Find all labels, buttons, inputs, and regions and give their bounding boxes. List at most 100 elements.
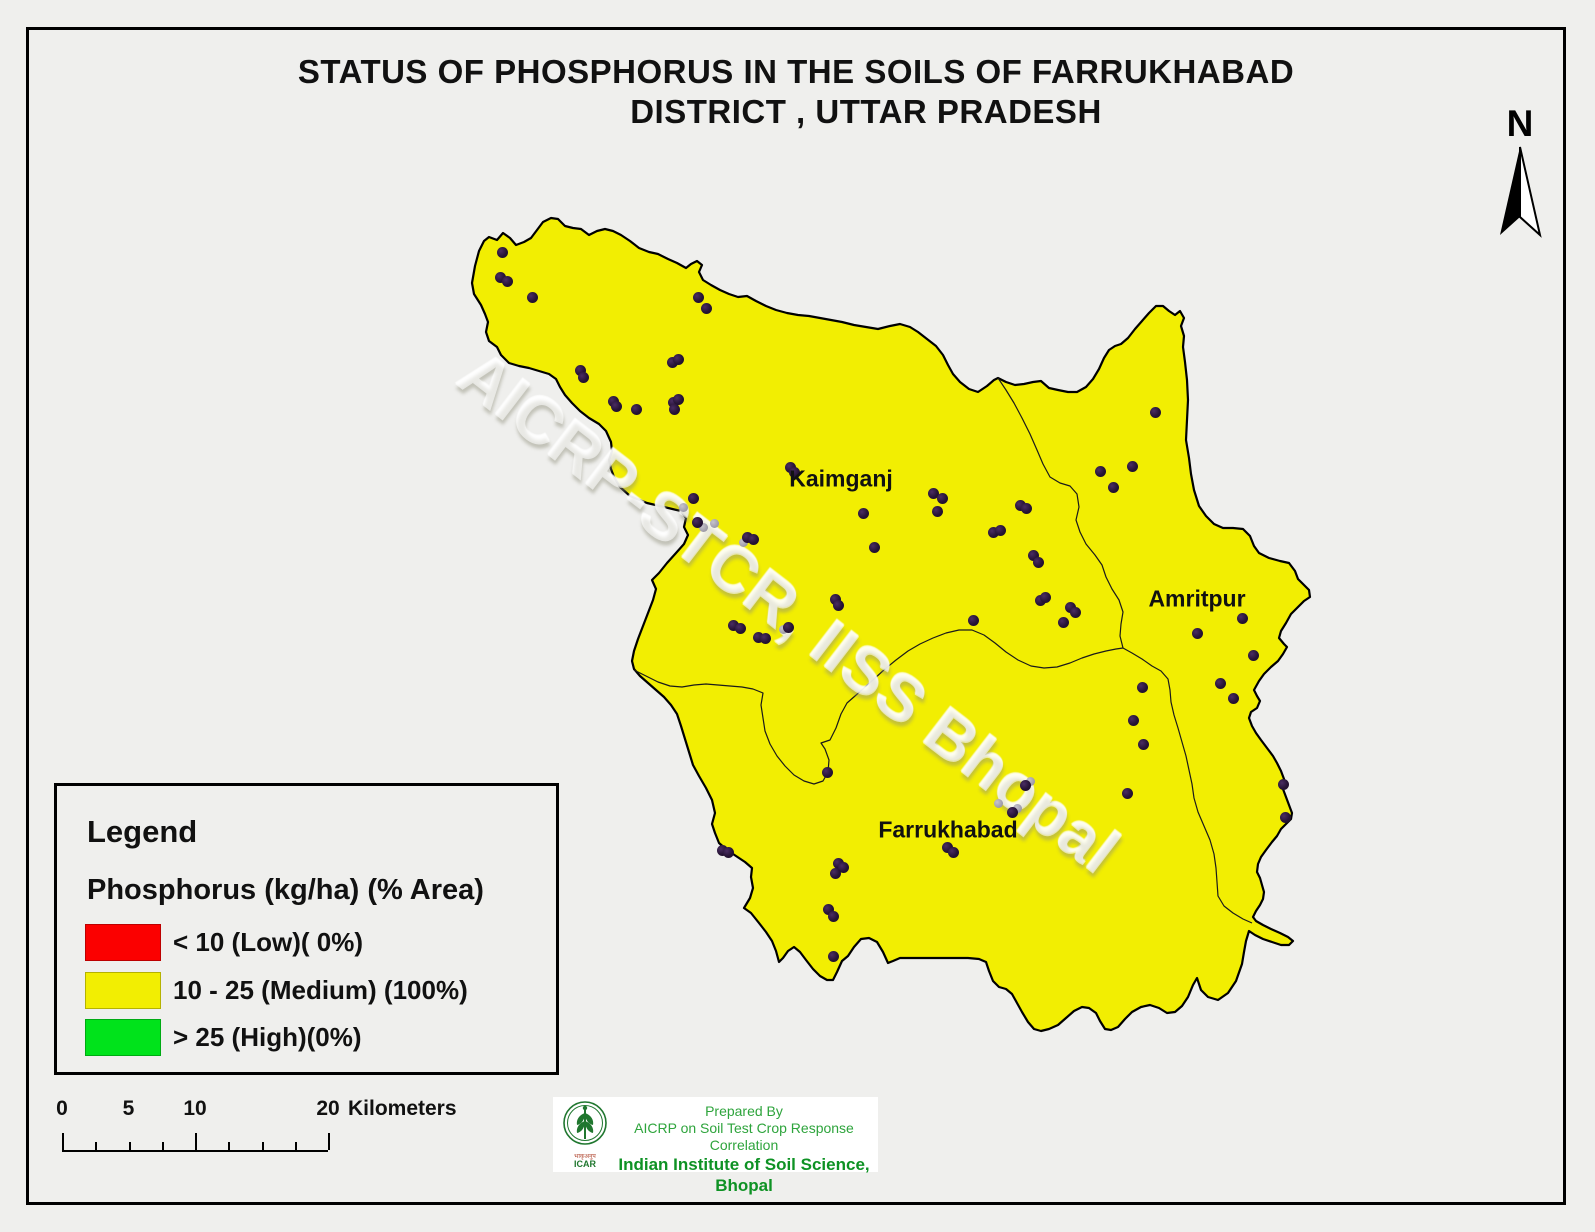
legend-swatch-low	[85, 924, 161, 961]
tehsil-boundary-amritpur-farrukhabad	[1122, 647, 1253, 924]
sample-point	[1247, 649, 1259, 661]
sample-point	[672, 353, 684, 365]
sample-point	[691, 516, 703, 528]
sample-point	[1064, 601, 1076, 613]
sample-point-gray	[738, 537, 748, 547]
region-label-farrukhabad: Farrukhabad	[878, 816, 1018, 843]
sample-point	[1277, 778, 1289, 790]
sample-point	[494, 271, 506, 283]
sample-point	[574, 364, 586, 376]
sample-point	[857, 507, 869, 519]
sample-point-gray	[698, 522, 708, 532]
region-label-kaimganj: Kaimganj	[789, 465, 893, 492]
icar-logo: भाकृअनुप ICAR	[557, 1099, 613, 1171]
sample-point	[1214, 677, 1226, 689]
north-arrow-icon	[1500, 146, 1542, 238]
scale-tick-minor	[128, 1142, 131, 1150]
sample-point-gray	[1012, 803, 1022, 813]
sample-point	[788, 466, 800, 478]
sample-point	[1279, 811, 1291, 823]
legend: Legend Phosphorus (kg/ha) (% Area) < 10 …	[54, 783, 559, 1075]
sample-point	[1094, 465, 1106, 477]
sample-point	[782, 621, 794, 633]
sample-point	[1227, 692, 1239, 704]
sample-point-gray	[709, 518, 719, 528]
scale-bar: 0 5 10 20 Kilometers	[40, 1085, 530, 1165]
scale-baseline	[62, 1150, 328, 1152]
page-title: STATUS OF PHOSPHORUS IN THE SOILS OF FAR…	[26, 52, 1566, 132]
sample-point	[734, 622, 746, 634]
sample-point	[837, 861, 849, 873]
scale-label-0: 0	[56, 1097, 68, 1120]
sample-point	[759, 632, 771, 644]
icar-caption-hindi: भाकृअनुप	[574, 1154, 596, 1160]
scale-label-20: 20	[316, 1097, 340, 1120]
sample-point	[827, 950, 839, 962]
sample-point	[1107, 481, 1119, 493]
sample-point	[1019, 779, 1031, 791]
tehsil-boundary-kaimganj-farrukhabad	[633, 629, 1124, 785]
legend-item-medium: 10 - 25 (Medium) (100%)	[85, 972, 468, 1009]
icar-caption: ICAR	[574, 1159, 596, 1169]
sample-point-gray	[993, 798, 1003, 808]
sample-point	[630, 403, 642, 415]
sample-point	[832, 857, 844, 869]
north-label: N	[1506, 103, 1534, 144]
sample-point	[827, 910, 839, 922]
legend-item-high: > 25 (High)(0%)	[85, 1019, 362, 1056]
neatline-frame	[26, 27, 1566, 1205]
legend-title: Legend	[87, 814, 198, 849]
sample-point	[947, 846, 959, 858]
sample-point	[741, 531, 753, 543]
legend-label-medium: 10 - 25 (Medium) (100%)	[173, 975, 468, 1005]
sample-point	[941, 841, 953, 853]
legend-item-low: < 10 (Low)( 0%)	[85, 924, 363, 961]
credit-box: भाकृअनुप ICAR Prepared By AICRP on Soil …	[553, 1097, 878, 1195]
scale-tick-major	[62, 1133, 64, 1150]
sample-point	[747, 533, 759, 545]
credit-text: Prepared By AICRP on Soil Test Crop Resp…	[613, 1103, 875, 1196]
sample-point	[868, 541, 880, 553]
sample-point	[1126, 460, 1138, 472]
sample-point	[1236, 612, 1248, 624]
sample-point	[1014, 499, 1026, 511]
icar-logo-icon	[563, 1101, 607, 1145]
credit-project: AICRP on Soil Test Crop Response Correla…	[634, 1120, 854, 1153]
sample-point	[722, 846, 734, 858]
sample-point	[1027, 549, 1039, 561]
credit-prepared-by: Prepared By	[705, 1103, 783, 1119]
legend-label-low: < 10 (Low)( 0%)	[173, 927, 363, 957]
sample-point	[727, 619, 739, 631]
scale-tick-minor	[228, 1142, 231, 1150]
tehsil-boundary-kaimganj-amritpur	[997, 377, 1124, 649]
legend-label-high: > 25 (High)(0%)	[173, 1022, 362, 1052]
sample-point	[1149, 406, 1161, 418]
scale-tick-minor	[261, 1142, 264, 1150]
legend-swatch-medium	[85, 972, 161, 1009]
sample-point	[1137, 738, 1149, 750]
sample-point	[822, 903, 834, 915]
sample-point	[931, 505, 943, 517]
legend-subtitle: Phosphorus (kg/ha) (% Area)	[87, 874, 484, 906]
sample-point	[967, 614, 979, 626]
scale-tick-major	[195, 1133, 197, 1150]
scale-tick-minor	[161, 1142, 164, 1150]
district-boundary	[470, 216, 1312, 1033]
legend-swatch-high	[85, 1019, 161, 1056]
credit-institute: Indian Institute of Soil Science, Bhopal	[618, 1155, 870, 1195]
title-line-2: DISTRICT , UTTAR PRADESH	[630, 93, 1102, 130]
region-label-amritpur: Amritpur	[1148, 585, 1246, 612]
sample-point	[1020, 502, 1032, 514]
sample-point	[666, 356, 678, 368]
scale-tick-major	[328, 1133, 330, 1150]
sample-point	[752, 631, 764, 643]
sample-point	[700, 302, 712, 314]
sample-point	[987, 526, 999, 538]
sample-point	[1057, 616, 1069, 628]
sample-point	[1121, 787, 1133, 799]
sample-point	[496, 246, 508, 258]
sample-point	[832, 599, 844, 611]
sample-point	[526, 291, 538, 303]
